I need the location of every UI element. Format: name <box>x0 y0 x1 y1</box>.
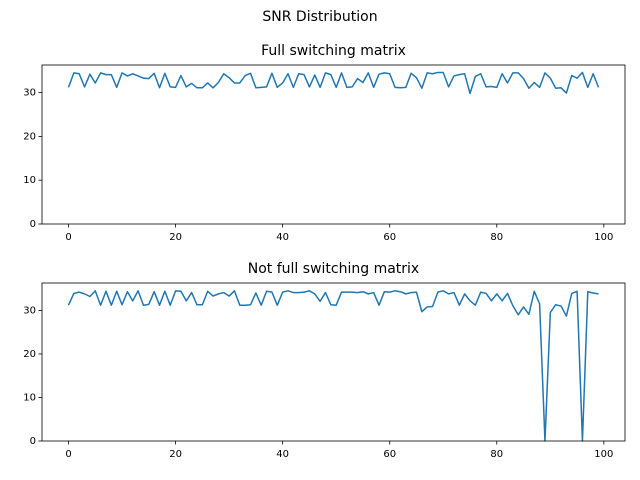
y-tick-label: 10 <box>23 175 36 186</box>
axes-title: Not full switching matrix <box>248 261 419 277</box>
x-tick-label: 40 <box>276 232 289 243</box>
x-tick-label: 100 <box>594 449 613 460</box>
y-tick-label: 10 <box>23 392 36 403</box>
y-tick-label: 0 <box>30 219 36 230</box>
y-tick-label: 20 <box>23 131 36 142</box>
x-tick-label: 80 <box>490 449 503 460</box>
line <box>67 71 600 95</box>
axes-frame <box>41 64 626 225</box>
axes-title: Full switching matrix <box>261 43 406 59</box>
axes-frame <box>41 282 626 442</box>
x-tick-label: 20 <box>169 232 182 243</box>
figure-title: SNR Distribution <box>262 9 377 25</box>
x-tick-label: 20 <box>169 449 182 460</box>
y-tick-label: 30 <box>23 305 36 316</box>
x-tick-label: 60 <box>383 449 396 460</box>
y-tick-label: 20 <box>23 349 36 360</box>
x-tick-label: 0 <box>65 232 71 243</box>
y-tick-label: 30 <box>23 88 36 99</box>
x-tick-label: 40 <box>276 449 289 460</box>
x-tick-label: 80 <box>490 232 503 243</box>
y-tick-label: 0 <box>30 436 36 447</box>
x-tick-label: 100 <box>594 232 613 243</box>
x-tick-label: 0 <box>65 449 71 460</box>
x-tick-label: 60 <box>383 232 396 243</box>
line <box>67 290 599 442</box>
